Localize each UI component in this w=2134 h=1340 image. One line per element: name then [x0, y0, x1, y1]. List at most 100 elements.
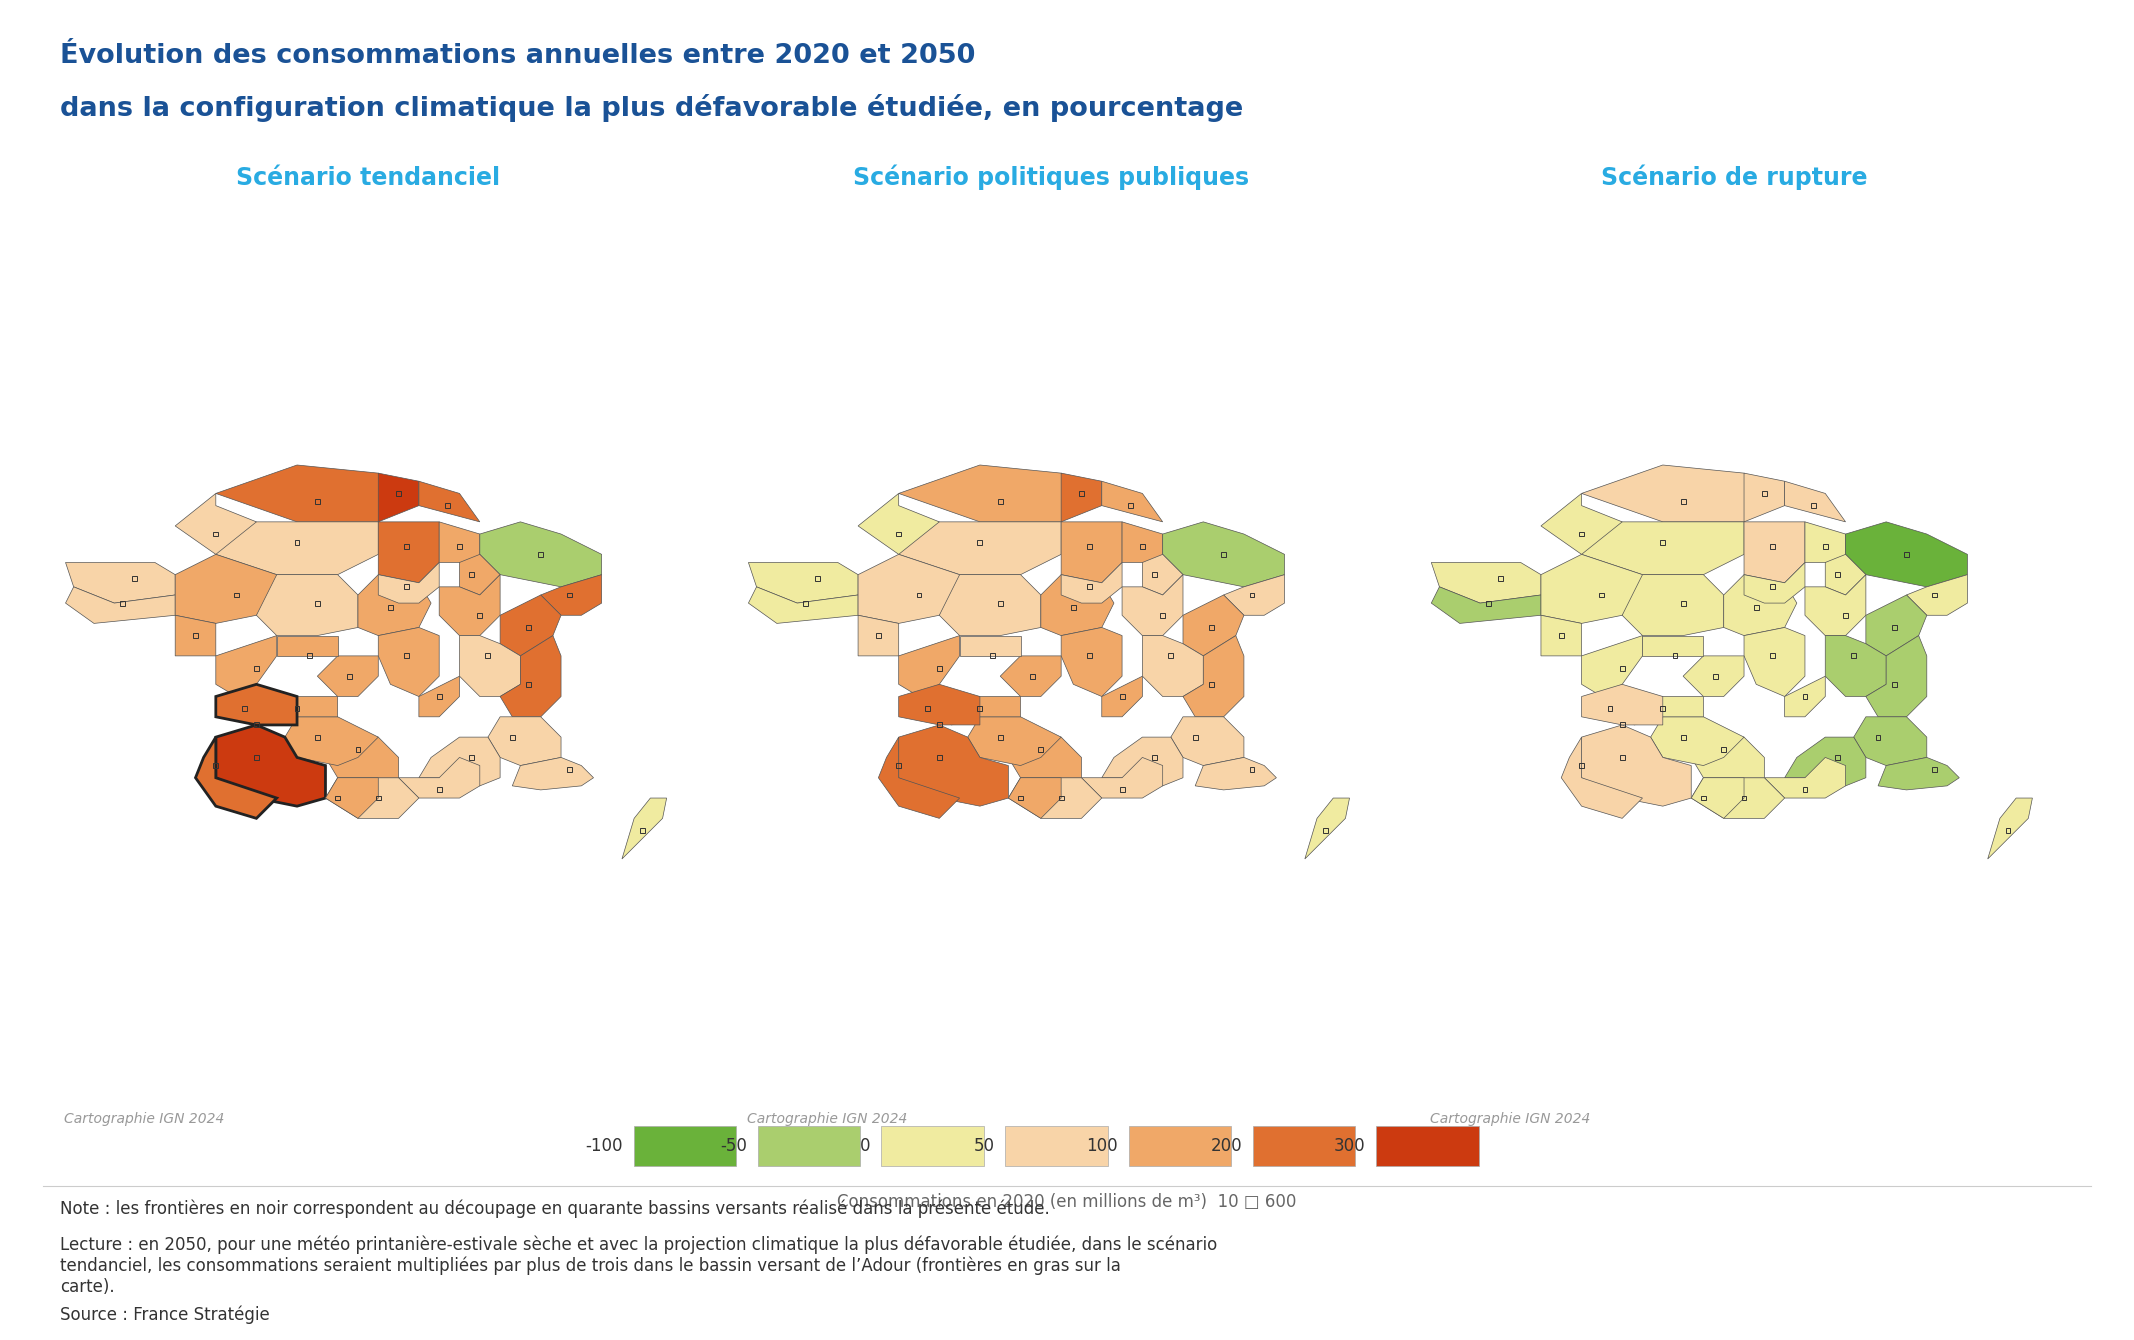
Polygon shape	[1650, 717, 1743, 765]
Bar	[1714, 674, 1718, 678]
Bar	[469, 572, 474, 578]
Bar	[1031, 674, 1035, 678]
Bar	[1769, 654, 1775, 658]
Bar	[802, 600, 807, 606]
Bar	[1754, 604, 1758, 610]
Text: 0: 0	[860, 1136, 871, 1155]
Bar	[1251, 768, 1255, 772]
Polygon shape	[1195, 757, 1276, 789]
Polygon shape	[1562, 521, 1743, 575]
Bar	[1722, 746, 1726, 752]
Polygon shape	[1692, 777, 1743, 819]
Polygon shape	[1122, 575, 1182, 635]
Bar	[1152, 572, 1157, 578]
Polygon shape	[1581, 725, 1692, 807]
Polygon shape	[284, 717, 378, 765]
Text: Évolution des consommations annuelles entre 2020 et 2050: Évolution des consommations annuelles en…	[60, 43, 975, 68]
Polygon shape	[1784, 737, 1865, 785]
Bar	[1933, 768, 1938, 772]
Bar	[999, 600, 1003, 606]
Bar	[918, 592, 922, 598]
Bar	[457, 544, 461, 548]
Polygon shape	[1172, 717, 1244, 765]
Bar	[120, 600, 124, 606]
Polygon shape	[1432, 563, 1541, 603]
Polygon shape	[749, 587, 858, 623]
Polygon shape	[1041, 575, 1114, 635]
Polygon shape	[1846, 521, 1968, 587]
Bar	[1844, 612, 1848, 618]
Polygon shape	[175, 615, 216, 655]
Polygon shape	[1541, 555, 1643, 623]
Polygon shape	[540, 575, 602, 615]
Bar	[356, 746, 361, 752]
Bar	[132, 576, 137, 582]
Polygon shape	[1784, 481, 1846, 521]
Polygon shape	[1142, 555, 1182, 595]
Bar	[1660, 540, 1665, 544]
Bar	[977, 540, 982, 544]
Polygon shape	[1854, 717, 1927, 765]
Polygon shape	[879, 521, 1061, 575]
Bar	[1763, 490, 1767, 496]
Polygon shape	[898, 725, 1009, 807]
Text: Lecture : en 2050, pour une météo printanière-estivale sèche et avec la projecti: Lecture : en 2050, pour une météo printa…	[60, 1235, 1216, 1296]
Text: Note : les frontières en noir correspondent au découpage en quarante bassins ver: Note : les frontières en noir correspond…	[60, 1199, 1050, 1218]
Bar	[2006, 828, 2010, 833]
Bar	[1039, 746, 1044, 752]
Bar	[348, 674, 352, 678]
Polygon shape	[858, 615, 898, 655]
Bar	[1933, 592, 1938, 598]
Bar	[1803, 788, 1807, 792]
Bar	[1600, 592, 1605, 598]
Bar	[1558, 632, 1564, 638]
Polygon shape	[1743, 473, 1784, 521]
Bar	[1673, 654, 1677, 658]
Bar	[241, 706, 248, 712]
Bar	[1607, 706, 1613, 712]
Text: Scénario de rupture: Scénario de rupture	[1600, 165, 1867, 190]
Text: Cartographie IGN 2024: Cartographie IGN 2024	[64, 1112, 224, 1126]
Polygon shape	[378, 521, 440, 583]
Polygon shape	[1805, 575, 1865, 635]
Polygon shape	[939, 697, 1020, 725]
Bar	[1579, 762, 1583, 768]
Text: -50: -50	[719, 1136, 747, 1155]
Polygon shape	[1009, 737, 1082, 777]
Bar	[254, 754, 258, 760]
Bar	[937, 754, 941, 760]
Polygon shape	[858, 555, 960, 623]
Bar	[640, 828, 644, 833]
Polygon shape	[898, 465, 1090, 521]
Bar	[1803, 694, 1807, 699]
Bar	[1741, 796, 1746, 800]
Polygon shape	[196, 521, 378, 575]
Polygon shape	[1163, 521, 1285, 587]
Polygon shape	[1643, 635, 1703, 655]
Polygon shape	[1684, 655, 1743, 697]
Polygon shape	[1122, 521, 1163, 563]
Bar	[1323, 828, 1327, 833]
Bar	[1086, 544, 1093, 548]
Polygon shape	[1001, 655, 1061, 697]
Polygon shape	[378, 473, 418, 521]
Bar	[538, 552, 544, 557]
Polygon shape	[1865, 595, 1927, 655]
Polygon shape	[1101, 677, 1142, 717]
Bar	[1485, 600, 1490, 606]
Polygon shape	[256, 575, 359, 635]
Polygon shape	[1581, 685, 1662, 725]
Bar	[1193, 734, 1197, 740]
Polygon shape	[1061, 473, 1101, 521]
Polygon shape	[1622, 697, 1703, 725]
Polygon shape	[175, 555, 277, 623]
Polygon shape	[359, 575, 431, 635]
Bar	[568, 592, 572, 598]
Bar	[403, 584, 410, 590]
Polygon shape	[1101, 737, 1182, 785]
Bar	[527, 624, 531, 630]
Bar	[896, 532, 901, 536]
Polygon shape	[512, 757, 593, 789]
Text: -100: -100	[585, 1136, 623, 1155]
Bar	[1876, 734, 1880, 740]
